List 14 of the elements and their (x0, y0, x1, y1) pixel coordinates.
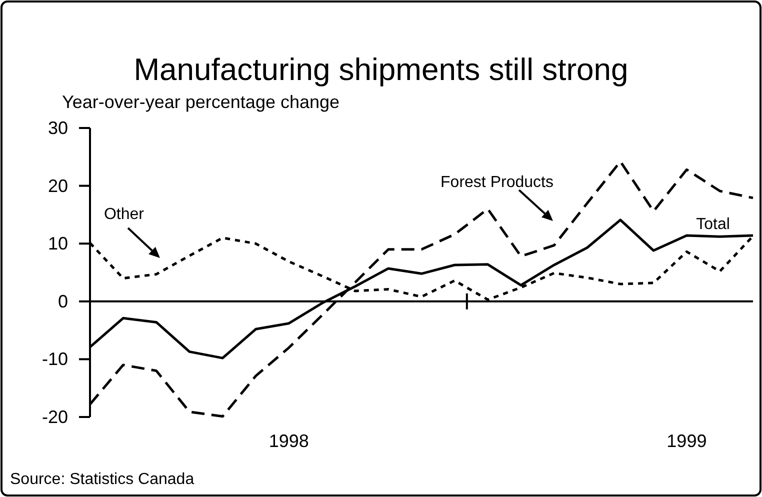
y-tick-label: 30 (48, 118, 68, 138)
y-tick-label: -20 (42, 407, 68, 427)
y-tick-label: 0 (58, 291, 68, 312)
y-tick-label: -10 (42, 349, 68, 370)
x-tick-label: 1999 (666, 431, 707, 451)
source-note: Source: Statistics Canada (10, 471, 194, 488)
chart-title: Manufacturing shipments still strong (134, 52, 628, 87)
series-label: Total (696, 216, 730, 233)
y-tick-label: 10 (48, 234, 68, 254)
y-axis-title: Year-over-year percentage change (62, 92, 340, 112)
series-label: Forest Products (440, 174, 554, 191)
series-label: Other (104, 206, 145, 223)
x-tick-label: 1998 (268, 431, 309, 451)
y-tick-label: 20 (48, 176, 68, 196)
